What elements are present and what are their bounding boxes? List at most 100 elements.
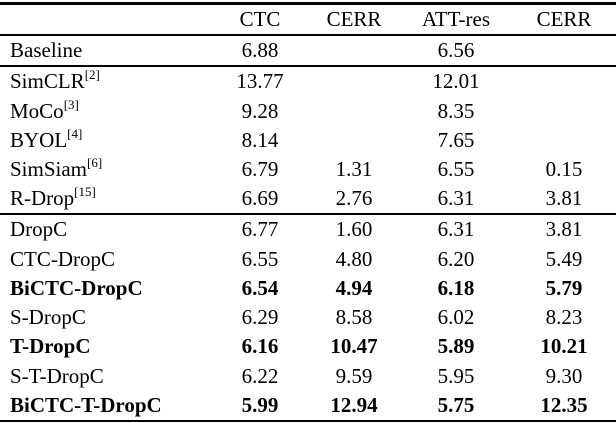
- citation-ref: [3]: [63, 96, 79, 112]
- method-name: SimCLR: [10, 69, 85, 94]
- value-cerr-2: 5.79: [545, 275, 583, 300]
- value-cerr-1: [308, 35, 400, 66]
- table-row: CTC-DropC 6.55 4.80 6.20 5.49: [0, 245, 616, 274]
- value-att-res: 8.35: [437, 98, 475, 123]
- column-header-method: [0, 4, 212, 36]
- method-name: R-Drop: [10, 186, 75, 211]
- method-name: S-DropC: [10, 305, 86, 330]
- method-name-cell: BYOL[4]: [0, 126, 212, 155]
- value-att-res: 6.56: [437, 38, 475, 63]
- table-body: Baseline 6.88 6.56 SimCLR[2] 13.77 12.01…: [0, 35, 616, 421]
- value-cerr-2: [512, 66, 616, 96]
- table-row: SimSiam[6] 6.79 1.31 6.55 0.15: [0, 155, 616, 184]
- value-att-res: 5.75: [437, 392, 475, 417]
- method-name-cell: CTC-DropC: [0, 245, 212, 274]
- value-ctc: 6.55: [241, 246, 279, 271]
- method-name-cell: Baseline: [0, 35, 212, 66]
- method-name: BiCTC-T-DropC: [10, 392, 162, 417]
- column-header-cerr-2: CERR: [536, 7, 592, 31]
- value-cerr-1: [308, 126, 400, 155]
- value-cerr-1: [308, 96, 400, 125]
- method-name: DropC: [10, 217, 68, 242]
- value-cerr-2: 10.21: [540, 334, 588, 359]
- value-ctc: 6.77: [241, 217, 279, 242]
- value-att-res: 12.01: [432, 69, 480, 94]
- method-name: BiCTC-DropC: [10, 275, 143, 300]
- value-att-res: 5.89: [437, 334, 475, 359]
- value-cerr-2: 3.81: [545, 217, 583, 242]
- value-ctc: 6.54: [241, 275, 279, 300]
- value-cerr-1: 9.59: [335, 363, 373, 388]
- column-header-cerr-1: CERR: [326, 7, 382, 31]
- table-row: R-Drop[15] 6.69 2.76 6.31 3.81: [0, 184, 616, 214]
- value-cerr-2: 8.23: [545, 305, 583, 330]
- table-row: SimCLR[2] 13.77 12.01: [0, 66, 616, 96]
- method-name-cell: SimSiam[6]: [0, 155, 212, 184]
- method-name: T-DropC: [10, 334, 91, 359]
- value-cerr-1: 12.94: [330, 392, 378, 417]
- method-name-cell: MoCo[3]: [0, 96, 212, 125]
- method-name-cell: R-Drop[15]: [0, 184, 212, 214]
- method-name: SimSiam: [10, 157, 88, 182]
- value-ctc: 9.28: [241, 98, 279, 123]
- value-cerr-2: [512, 96, 616, 125]
- value-cerr-2: 0.15: [545, 157, 583, 182]
- value-cerr-1: 4.94: [335, 275, 373, 300]
- table-header-row: CTC CERR ATT-res CERR: [0, 4, 616, 36]
- value-cerr-1: 8.58: [335, 305, 373, 330]
- table-row: MoCo[3] 9.28 8.35: [0, 96, 616, 125]
- value-ctc: 13.77: [236, 69, 284, 94]
- method-name: Baseline: [10, 38, 83, 63]
- value-cerr-1: 10.47: [330, 334, 378, 359]
- table-row: T-DropC 6.16 10.47 5.89 10.21: [0, 332, 616, 361]
- column-header-ctc: CTC: [239, 7, 281, 31]
- value-ctc: 5.99: [241, 392, 279, 417]
- citation-ref: [2]: [84, 67, 100, 83]
- table-row: Baseline 6.88 6.56: [0, 35, 616, 66]
- method-name: MoCo: [10, 98, 64, 123]
- method-name-cell: BiCTC-DropC: [0, 274, 212, 303]
- column-header-att-res: ATT-res: [421, 7, 491, 31]
- value-att-res: 6.18: [437, 275, 475, 300]
- table-row: DropC 6.77 1.60 6.31 3.81: [0, 214, 616, 244]
- method-name-cell: DropC: [0, 214, 212, 244]
- method-name-cell: S-DropC: [0, 303, 212, 332]
- value-cerr-1: [308, 66, 400, 96]
- value-att-res: 7.65: [437, 127, 475, 152]
- value-cerr-2: [512, 126, 616, 155]
- table-row: BYOL[4] 8.14 7.65: [0, 126, 616, 155]
- value-att-res: 6.31: [437, 186, 475, 211]
- value-cerr-1: 1.31: [335, 157, 373, 182]
- value-cerr-2: 5.49: [545, 246, 583, 271]
- value-ctc: 6.69: [241, 186, 279, 211]
- table-row: BiCTC-DropC 6.54 4.94 6.18 5.79: [0, 274, 616, 303]
- value-att-res: 6.02: [437, 305, 475, 330]
- value-ctc: 6.29: [241, 305, 279, 330]
- table-row: S-T-DropC 6.22 9.59 5.95 9.30: [0, 361, 616, 390]
- value-cerr-1: 4.80: [335, 246, 373, 271]
- method-name-cell: SimCLR[2]: [0, 66, 212, 96]
- value-cerr-2: 12.35: [540, 392, 588, 417]
- method-name-cell: S-T-DropC: [0, 361, 212, 390]
- method-name: BYOL: [10, 127, 68, 152]
- value-cerr-2: 3.81: [545, 186, 583, 211]
- value-cerr-1: 2.76: [335, 186, 373, 211]
- value-cerr-1: 1.60: [335, 217, 373, 242]
- value-att-res: 5.95: [437, 363, 475, 388]
- citation-ref: [6]: [87, 155, 103, 171]
- value-cerr-2: 9.30: [545, 363, 583, 388]
- value-ctc: 6.79: [241, 157, 279, 182]
- table-row: BiCTC-T-DropC 5.99 12.94 5.75 12.35: [0, 391, 616, 421]
- value-att-res: 6.20: [437, 246, 475, 271]
- value-ctc: 6.22: [241, 363, 279, 388]
- value-ctc: 6.88: [241, 38, 279, 63]
- citation-ref: [4]: [67, 125, 83, 141]
- method-name: CTC-DropC: [10, 246, 115, 271]
- method-name-cell: T-DropC: [0, 332, 212, 361]
- value-ctc: 6.16: [241, 334, 279, 359]
- value-cerr-2: [512, 35, 616, 66]
- value-att-res: 6.55: [437, 157, 475, 182]
- method-name-cell: BiCTC-T-DropC: [0, 391, 212, 421]
